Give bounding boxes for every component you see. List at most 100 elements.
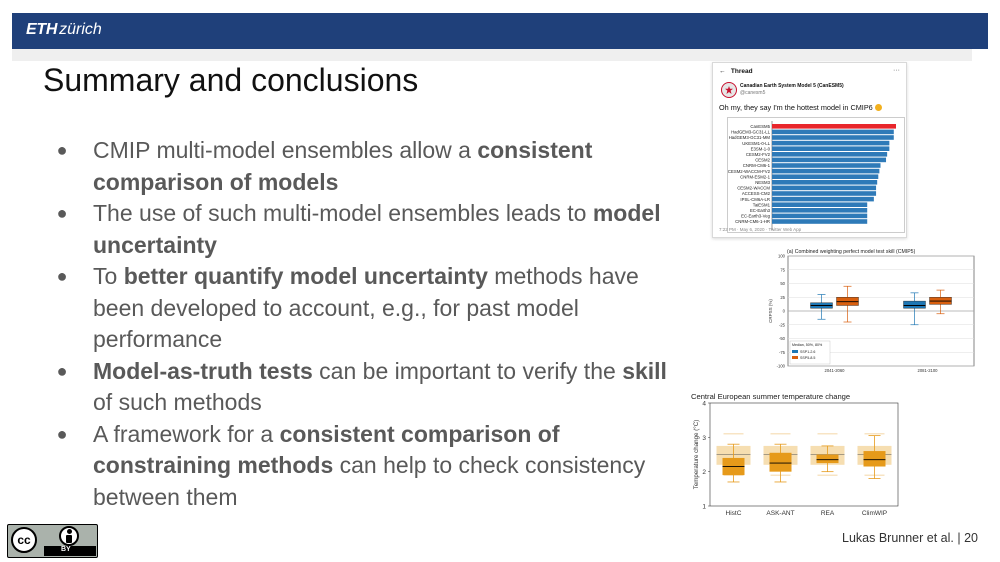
bullet-bold-text: better quantify model uncertainty bbox=[123, 263, 488, 289]
chart2-category-label: HistC bbox=[726, 510, 742, 517]
bullet-text: To bbox=[93, 263, 124, 289]
chart2-box bbox=[863, 451, 886, 467]
chart1-category-label: 2041-2060 bbox=[824, 368, 845, 373]
cc-icon: cc bbox=[11, 527, 37, 553]
tweet-text: Oh my, they say I'm the hottest model in… bbox=[719, 103, 882, 112]
license-bar bbox=[44, 546, 96, 556]
tweet-bar-label: CNRM-ESM2-1 bbox=[740, 174, 770, 179]
maple-leaf-icon bbox=[725, 86, 733, 94]
tweet-bar bbox=[772, 196, 874, 202]
crpss-box-plot: (a) Combined weighting perfect model tes… bbox=[762, 246, 980, 376]
chart1-ylabel: CRPSS (%) bbox=[768, 299, 773, 323]
tweet-bar bbox=[772, 219, 868, 224]
chart2-tick-label: 2 bbox=[702, 469, 706, 476]
bullet-item: ● To better quantify model uncertainty me… bbox=[52, 261, 692, 356]
attribution-person-icon bbox=[59, 526, 79, 546]
slide-footer: Lukas Brunner et al. | 20 bbox=[842, 531, 978, 545]
bullet-list: ● CMIP multi-model ensembles allow a cons… bbox=[52, 135, 692, 513]
chart2-box bbox=[816, 454, 839, 464]
tweet-bar bbox=[772, 140, 890, 146]
bullet-bold-text: skill bbox=[622, 357, 667, 384]
tweet-bar-label: ACCESS-CM2 bbox=[742, 191, 771, 196]
chart2-tick-label: 4 bbox=[702, 401, 706, 408]
bullet-text: methods have been developed to account, … bbox=[93, 263, 639, 352]
bullet-bold-text: consistent comparison of models bbox=[93, 137, 593, 195]
tweet-timestamp: 7:22 PM · May 6, 2020 · Twitter Web App bbox=[719, 227, 802, 232]
bullet-dot-icon: ● bbox=[56, 266, 68, 286]
tweet-bar-label: HadGEM3-GC31-MM bbox=[729, 135, 771, 140]
page-number: 20 bbox=[964, 531, 978, 545]
tweet-bar bbox=[772, 208, 868, 213]
chart1-legend-label: SSP5-8.5 bbox=[800, 356, 815, 360]
tweet-bar-label: IPSL-CM6A-LR bbox=[740, 197, 770, 202]
chart1-tick-label: -50 bbox=[779, 336, 786, 341]
bullet-bold-text: Model-as-truth tests bbox=[93, 357, 313, 384]
eth-logo: ETH zürich bbox=[26, 21, 102, 39]
chart1-tick-label: 50 bbox=[780, 281, 785, 286]
chart1-title: (a) Combined weighting perfect model tes… bbox=[787, 249, 916, 255]
logo-eth-text: ETH bbox=[26, 21, 58, 38]
cc-by-license-badge[interactable]: cc BY bbox=[7, 524, 98, 558]
chart1-tick-label: 75 bbox=[780, 267, 785, 272]
chart1-box bbox=[903, 300, 926, 309]
bullet-item: ● A framework for a consistent comparison… bbox=[52, 419, 692, 514]
tweet-bar bbox=[772, 213, 868, 219]
chart2-ylabel: Temperature change (°C) bbox=[693, 420, 700, 490]
temperature-box-plot: Central European summer temperature chan… bbox=[688, 388, 988, 520]
bullet-dot-icon: ● bbox=[56, 140, 68, 160]
chart1-legend-swatch bbox=[792, 350, 798, 353]
chart1-legend-swatch bbox=[792, 356, 798, 359]
license-by-label: BY bbox=[61, 546, 71, 553]
chart1-legend-title: Median, 50%, 80% bbox=[792, 343, 823, 347]
chart2-category-label: ClimWIP bbox=[862, 510, 887, 517]
tweet-author-name: Canadian Earth System Model 5 (CanESM5) bbox=[740, 83, 844, 89]
tweet-bar bbox=[772, 202, 868, 207]
bullet-text: The use of such multi-model ensembles le… bbox=[93, 200, 593, 226]
chart2-box bbox=[769, 452, 792, 472]
tweet-bar bbox=[772, 174, 879, 179]
tweet-bar bbox=[772, 163, 881, 168]
bullet-item: ● The use of such multi-model ensembles l… bbox=[52, 198, 692, 261]
chart2-category-label: REA bbox=[821, 510, 835, 517]
tweet-bar bbox=[772, 129, 894, 135]
chart2-category-label: ASK-ANT bbox=[766, 510, 794, 517]
bullet-text: can help to check consistency between th… bbox=[93, 452, 646, 510]
tweet-bar bbox=[772, 152, 888, 157]
bullet-dot-icon: ● bbox=[56, 423, 68, 444]
bullet-dot-icon: ● bbox=[56, 360, 68, 381]
header-divider bbox=[12, 49, 972, 61]
tweet-bar-label: CNRM-CM6-1 bbox=[743, 163, 771, 168]
tweet-bar-chart: CanESM5 HadGEM3-GC31-LL HadGEM3-GC31-MM UKE… bbox=[727, 117, 905, 233]
tweet-thread-label: Thread bbox=[730, 68, 753, 75]
tweet-thread-header: ← Thread bbox=[719, 68, 753, 75]
chart1-tick-label: -100 bbox=[777, 364, 786, 369]
tweet-bar-label: EC-Earth3-Veg bbox=[741, 214, 771, 219]
header-bar bbox=[12, 13, 988, 49]
bullet-item: ● CMIP multi-model ensembles allow a cons… bbox=[52, 135, 692, 198]
tweet-bar-label: TaiESM1 bbox=[753, 202, 771, 207]
chart1-tick-label: -25 bbox=[779, 322, 786, 327]
bullet-text: can be important to verify the bbox=[312, 357, 623, 384]
bullet-text: CMIP multi-model ensembles allow a bbox=[93, 137, 478, 163]
tweet-bar-label: EC-Earth3 bbox=[750, 208, 771, 213]
tweet-bar-label: E3SM-1-0 bbox=[751, 146, 771, 151]
chart2-tick-label: 3 bbox=[702, 435, 706, 442]
back-arrow-icon: ← bbox=[719, 68, 726, 75]
temperature-box-plot-svg: Central European summer temperature chan… bbox=[691, 392, 899, 517]
bullet-bold-text: consistent comparison of constraining me… bbox=[93, 420, 560, 479]
tweet-bar-chart-svg: CanESM5HadGEM3-GC31-LLHadGEM3-GC31-MMUKE… bbox=[728, 121, 896, 230]
tweet-bar bbox=[772, 135, 894, 140]
tweet-author-handle: @canesm5 bbox=[740, 90, 766, 96]
tweet-bar bbox=[772, 185, 877, 191]
bullet-text: of such methods bbox=[93, 389, 262, 415]
footer-separator: | bbox=[957, 531, 961, 545]
tweet-bar-label: HadGEM3-GC31-LL bbox=[731, 130, 771, 135]
tweet-bar bbox=[772, 180, 878, 185]
chart1-category-label: 2081-2100 bbox=[917, 368, 938, 373]
tweet-text-content: Oh my, they say I'm the hottest model in… bbox=[719, 103, 873, 112]
bullet-bold-text: model uncertainty bbox=[93, 200, 661, 258]
slide-title: Summary and conclusions bbox=[43, 62, 419, 98]
avatar bbox=[721, 82, 737, 98]
chart2-title: Central European summer temperature chan… bbox=[691, 392, 850, 401]
footer-author: Lukas Brunner et al. bbox=[842, 531, 954, 545]
